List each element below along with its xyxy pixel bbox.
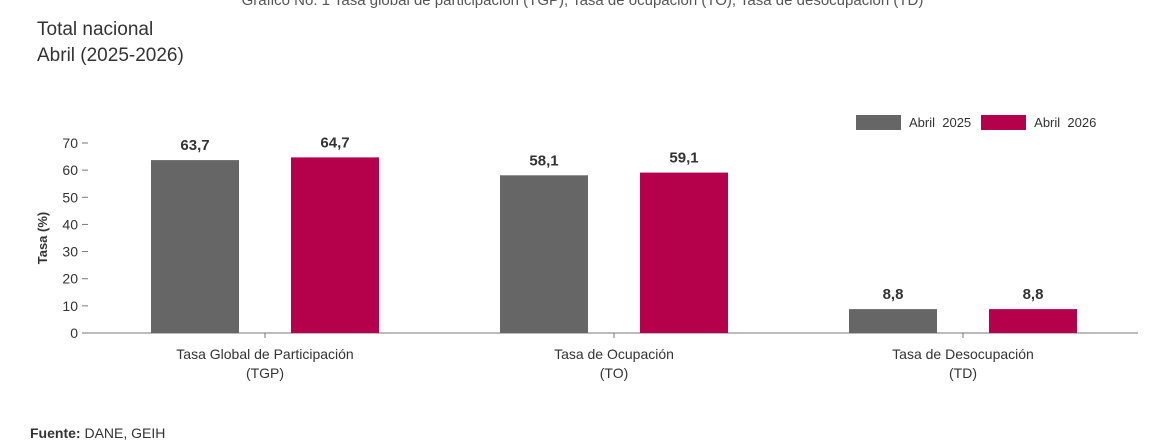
bar-series2-cat3 (989, 309, 1077, 333)
chart-title: Total nacional (37, 19, 154, 40)
bar-series1-cat2 (500, 175, 588, 333)
category-label-1-line1: Tasa Global de Participación (176, 346, 353, 362)
legend-item-2025: Abril 2025 (856, 115, 971, 130)
category-label-3-line2: (TD) (949, 365, 977, 381)
data-label-series1-cat3: 8,8 (883, 286, 904, 303)
bar-chart: Tasa (%) 0 10 20 30 40 50 60 70 63,7 58,1 8,8 64,7 59… (35, 134, 1138, 381)
bar-series2-cat2 (640, 172, 728, 333)
y-tick-label-20: 20 (62, 271, 78, 287)
y-axis-label: Tasa (%) (35, 212, 50, 265)
y-tick-label-10: 10 (62, 298, 78, 314)
y-tick-label-60: 60 (62, 162, 78, 178)
data-label-series1-cat1: 63,7 (180, 137, 209, 154)
y-tick-label-30: 30 (62, 244, 78, 260)
legend-item-2026: Abril 2026 (981, 115, 1096, 130)
legend-label-2026: Abril 2026 (1034, 115, 1097, 130)
legend-label-2025: Abril 2025 (909, 115, 972, 130)
y-tick-label-0: 0 (70, 325, 78, 341)
category-label-2-line2: (TO) (600, 365, 629, 381)
source-note: Fuente: DANE, GEIH (30, 425, 165, 441)
category-label-1-line2: (TGP) (246, 365, 284, 381)
data-label-series1-cat2: 58,1 (529, 152, 558, 169)
y-tick-label-50: 50 (62, 189, 78, 205)
chart-subtitle: Abril (2025-2026) (37, 45, 184, 66)
source-label: Fuente: (30, 425, 81, 441)
chart-legend: Abril 2025 Abril 2026 (856, 115, 1106, 130)
data-label-series2-cat3: 8,8 (1023, 286, 1044, 303)
category-label-3-line1: Tasa de Desocupación (892, 346, 1034, 362)
legend-swatch-2025 (856, 115, 901, 130)
category-label-2-line1: Tasa de Ocupación (554, 346, 674, 362)
bar-series2-cat1 (291, 157, 379, 333)
data-label-series2-cat2: 59,1 (669, 150, 698, 167)
legend-swatch-2026 (981, 115, 1027, 130)
y-tick-label-70: 70 (62, 135, 78, 151)
bar-series1-cat1 (151, 160, 239, 333)
source-value: DANE, GEIH (84, 425, 166, 441)
data-label-series2-cat1: 64,7 (320, 134, 349, 151)
bar-series1-cat3 (849, 309, 937, 333)
y-tick-label-40: 40 (62, 216, 78, 232)
chart-caption: Gráfico No. 1 Tasa global de participaci… (241, 0, 924, 9)
